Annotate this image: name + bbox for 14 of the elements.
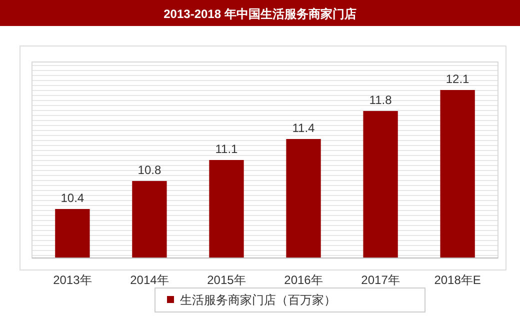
x-tick-label: 2013年 <box>53 273 92 287</box>
x-tick-label: 2015年 <box>207 273 246 287</box>
data-label: 11.1 <box>215 142 238 156</box>
data-label: 10.4 <box>60 191 84 205</box>
legend-label: 生活服务商家门店（百万家） <box>180 293 336 307</box>
data-label: 11.8 <box>369 93 392 107</box>
x-tick-label: 2018年E <box>434 273 481 287</box>
chart-title: 2013-2018 年中国生活服务商家门店 <box>164 7 356 21</box>
x-tick-label: 2017年 <box>361 273 400 287</box>
x-tick-label: 2014年 <box>130 273 169 287</box>
data-label: 11.4 <box>292 121 316 135</box>
data-label: 10.8 <box>138 163 162 177</box>
data-label: 12.1 <box>446 72 470 86</box>
x-tick-label: 2016年 <box>284 273 323 287</box>
